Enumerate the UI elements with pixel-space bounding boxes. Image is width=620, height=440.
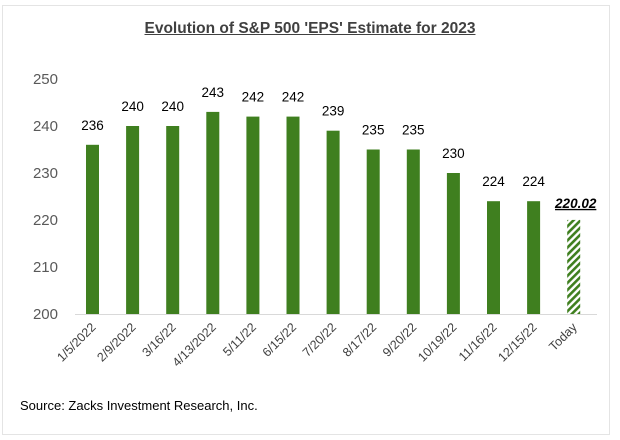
data-label: 242 [242,90,265,105]
data-label: 224 [482,174,505,189]
data-label: 242 [282,90,305,105]
x-tick-label: 5/11/22 [220,320,259,359]
bar [246,116,260,314]
x-tick-label: 12/15/22 [495,320,539,364]
bar [527,201,541,314]
x-tick-label: 3/16/22 [139,320,178,359]
data-label: 236 [81,118,104,133]
data-label: 243 [202,85,225,100]
y-tick-label: 230 [33,165,58,182]
source-note: Source: Zacks Investment Research, Inc. [20,398,258,413]
data-label: 235 [402,123,425,138]
bar-today [567,219,581,314]
x-tick-label: 6/15/22 [260,320,299,359]
data-label: 239 [322,104,345,119]
chart-frame [2,5,610,435]
x-tick-label: 10/19/22 [415,320,459,364]
data-label: 235 [362,123,385,138]
data-label: 220.02 [554,196,597,211]
x-tick-label: 7/20/22 [300,320,339,359]
bar [206,111,220,315]
y-tick-label: 200 [33,306,58,323]
y-tick-label: 240 [33,118,58,135]
x-tick-label: 9/20/22 [380,320,419,359]
x-tick-label: 11/16/22 [456,320,500,364]
bar [487,201,500,314]
data-label: 230 [442,146,465,161]
x-tick-label: 2/9/2022 [94,320,138,364]
bar [126,126,140,314]
bar [446,173,460,314]
bar [326,130,340,314]
bar [366,149,380,314]
x-tick-label: 1/5/2022 [54,320,98,364]
bar [86,144,99,314]
data-label: 240 [121,99,144,114]
bar [406,149,420,314]
y-tick-label: 220 [33,212,58,229]
y-tick-label: 250 [33,71,58,88]
y-tick-label: 210 [33,259,58,276]
data-label: 240 [161,99,184,114]
bar [286,116,300,314]
x-tick-label: 4/13/2022 [170,320,219,369]
x-tick-label: Today [546,320,580,354]
bar [166,126,180,314]
x-tick-label: 8/17/22 [340,320,379,359]
data-label: 224 [522,174,545,189]
chart-title: Evolution of S&P 500 'EPS' Estimate for … [144,20,476,37]
